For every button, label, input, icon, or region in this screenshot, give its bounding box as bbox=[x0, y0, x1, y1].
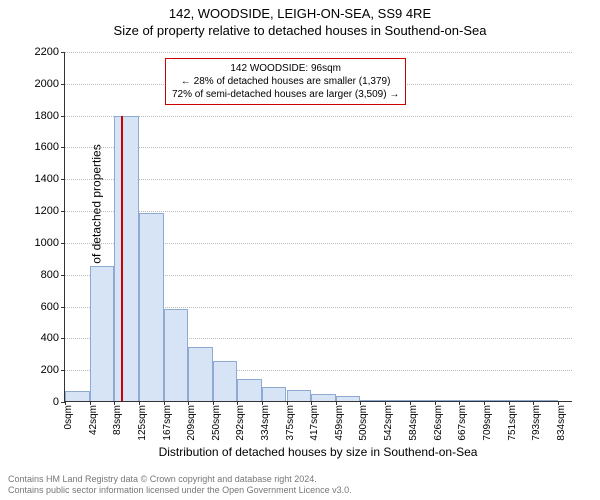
xtick-label: 626sqm bbox=[433, 405, 444, 441]
x-axis-label: Distribution of detached houses by size … bbox=[64, 445, 572, 459]
xtick-label: 709sqm bbox=[482, 405, 493, 441]
histogram-bar bbox=[237, 379, 262, 401]
annotation-line: 142 WOODSIDE: 96sqm bbox=[172, 62, 399, 75]
plot-area: 0200400600800100012001400160018002000220… bbox=[64, 52, 572, 402]
gridline bbox=[65, 52, 572, 53]
xtick-label: 167sqm bbox=[162, 405, 173, 441]
xtick-label: 751sqm bbox=[507, 405, 518, 441]
ytick-mark bbox=[61, 307, 65, 308]
annotation-box: 142 WOODSIDE: 96sqm← 28% of detached hou… bbox=[165, 58, 406, 105]
footer-line1: Contains HM Land Registry data © Crown c… bbox=[8, 474, 352, 485]
ytick-mark bbox=[61, 147, 65, 148]
histogram-bar bbox=[164, 309, 189, 401]
gridline bbox=[65, 179, 572, 180]
xtick-label: 292sqm bbox=[235, 405, 246, 441]
histogram-bar bbox=[139, 213, 164, 401]
histogram-bar bbox=[484, 400, 509, 401]
histogram-bar bbox=[287, 390, 312, 401]
ytick-label: 1800 bbox=[35, 110, 59, 122]
ytick-mark bbox=[61, 52, 65, 53]
ytick-label: 1000 bbox=[35, 237, 59, 249]
histogram-bar bbox=[188, 347, 212, 401]
histogram-bar bbox=[435, 400, 459, 401]
ytick-mark bbox=[61, 179, 65, 180]
gridline bbox=[65, 211, 572, 212]
page-title: 142, WOODSIDE, LEIGH-ON-SEA, SS9 4RE bbox=[0, 0, 600, 21]
footer-line2: Contains public sector information licen… bbox=[8, 485, 352, 496]
xtick-label: 250sqm bbox=[211, 405, 222, 441]
ytick-label: 800 bbox=[41, 269, 59, 281]
xtick-label: 667sqm bbox=[457, 405, 468, 441]
gridline bbox=[65, 147, 572, 148]
ytick-mark bbox=[61, 84, 65, 85]
histogram-bar bbox=[213, 361, 238, 401]
ytick-mark bbox=[61, 116, 65, 117]
histogram-bar bbox=[459, 400, 484, 401]
xtick-label: 375sqm bbox=[285, 405, 296, 441]
ytick-mark bbox=[61, 338, 65, 339]
annotation-line: 72% of semi-detached houses are larger (… bbox=[172, 88, 399, 101]
ytick-label: 2000 bbox=[35, 78, 59, 90]
histogram-bar bbox=[90, 266, 114, 401]
histogram-bar bbox=[385, 400, 410, 401]
ytick-label: 200 bbox=[41, 364, 59, 376]
ytick-mark bbox=[61, 211, 65, 212]
chart-container: 142, WOODSIDE, LEIGH-ON-SEA, SS9 4RE Siz… bbox=[0, 0, 600, 500]
ytick-mark bbox=[61, 275, 65, 276]
footer-attribution: Contains HM Land Registry data © Crown c… bbox=[8, 474, 352, 497]
histogram-bar bbox=[509, 400, 534, 401]
ytick-label: 1400 bbox=[35, 173, 59, 185]
xtick-label: 793sqm bbox=[531, 405, 542, 441]
histogram-bar bbox=[336, 396, 360, 401]
histogram-bar bbox=[360, 400, 385, 401]
xtick-label: 0sqm bbox=[63, 405, 74, 429]
property-marker-line bbox=[121, 116, 123, 401]
histogram-bar bbox=[114, 116, 139, 401]
ytick-label: 400 bbox=[41, 332, 59, 344]
page-subtitle: Size of property relative to detached ho… bbox=[0, 21, 600, 38]
histogram-bar bbox=[65, 391, 90, 401]
gridline bbox=[65, 116, 572, 117]
annotation-line: ← 28% of detached houses are smaller (1,… bbox=[172, 75, 399, 88]
xtick-label: 417sqm bbox=[309, 405, 320, 441]
histogram-bar bbox=[533, 400, 557, 401]
ytick-mark bbox=[61, 243, 65, 244]
ytick-mark bbox=[61, 370, 65, 371]
histogram-bar bbox=[311, 394, 336, 401]
plot: 0200400600800100012001400160018002000220… bbox=[64, 52, 572, 402]
ytick-label: 0 bbox=[53, 396, 59, 408]
ytick-label: 600 bbox=[41, 301, 59, 313]
xtick-label: 125sqm bbox=[137, 405, 148, 441]
histogram-bar bbox=[262, 387, 286, 401]
ytick-label: 1600 bbox=[35, 141, 59, 153]
xtick-label: 542sqm bbox=[383, 405, 394, 441]
xtick-label: 584sqm bbox=[408, 405, 419, 441]
xtick-label: 834sqm bbox=[556, 405, 567, 441]
ytick-label: 2200 bbox=[35, 46, 59, 58]
xtick-label: 500sqm bbox=[358, 405, 369, 441]
xtick-label: 42sqm bbox=[88, 405, 99, 435]
histogram-bar bbox=[410, 400, 435, 401]
xtick-label: 334sqm bbox=[260, 405, 271, 441]
ytick-label: 1200 bbox=[35, 205, 59, 217]
xtick-label: 209sqm bbox=[186, 405, 197, 441]
xtick-label: 459sqm bbox=[334, 405, 345, 441]
xtick-label: 83sqm bbox=[112, 405, 123, 435]
